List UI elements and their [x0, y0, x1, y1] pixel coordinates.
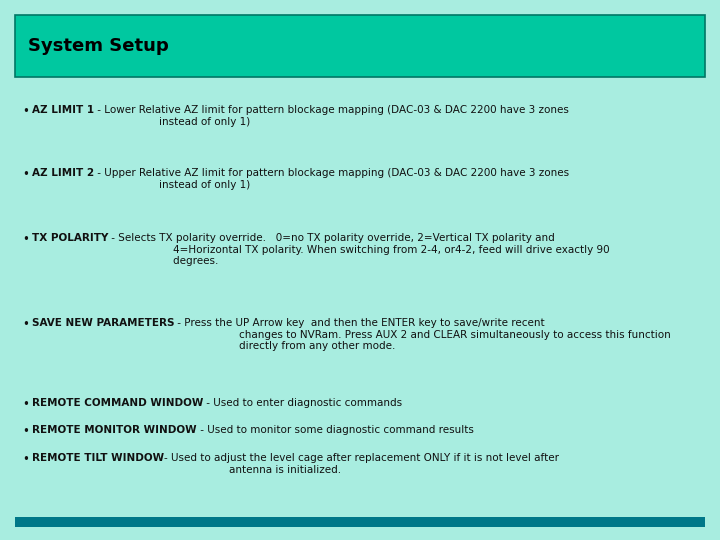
- Text: System Setup: System Setup: [28, 37, 168, 55]
- Text: •: •: [22, 398, 29, 411]
- Text: AZ LIMIT 1: AZ LIMIT 1: [32, 105, 94, 115]
- Text: REMOTE TILT WINDOW: REMOTE TILT WINDOW: [32, 453, 164, 463]
- Text: REMOTE COMMAND WINDOW: REMOTE COMMAND WINDOW: [32, 398, 203, 408]
- Text: - Selects TX polarity override.   0=no TX polarity override, 2=Vertical TX polar: - Selects TX polarity override. 0=no TX …: [109, 233, 610, 266]
- Text: •: •: [22, 233, 29, 246]
- Text: - Upper Relative AZ limit for pattern blockage mapping (DAC-03 & DAC 2200 have 3: - Upper Relative AZ limit for pattern bl…: [94, 168, 570, 190]
- Text: •: •: [22, 168, 29, 181]
- Text: - Used to enter diagnostic commands: - Used to enter diagnostic commands: [203, 398, 402, 408]
- Text: •: •: [22, 453, 29, 466]
- Text: - Press the UP Arrow key  and then the ENTER key to save/write recent
          : - Press the UP Arrow key and then the EN…: [174, 318, 671, 351]
- Text: AZ LIMIT 2: AZ LIMIT 2: [32, 168, 94, 178]
- Text: REMOTE MONITOR WINDOW: REMOTE MONITOR WINDOW: [32, 425, 197, 435]
- Text: TX POLARITY: TX POLARITY: [32, 233, 109, 243]
- Polygon shape: [15, 15, 705, 77]
- Text: •: •: [22, 318, 29, 331]
- Text: •: •: [22, 425, 29, 438]
- Text: - Used to monitor some diagnostic command results: - Used to monitor some diagnostic comman…: [197, 425, 474, 435]
- Text: SAVE NEW PARAMETERS: SAVE NEW PARAMETERS: [32, 318, 174, 328]
- Text: •: •: [22, 105, 29, 118]
- Text: - Lower Relative AZ limit for pattern blockage mapping (DAC-03 & DAC 2200 have 3: - Lower Relative AZ limit for pattern bl…: [94, 105, 569, 126]
- Text: - Used to adjust the level cage after replacement ONLY if it is not level after
: - Used to adjust the level cage after re…: [164, 453, 559, 475]
- Polygon shape: [15, 517, 705, 527]
